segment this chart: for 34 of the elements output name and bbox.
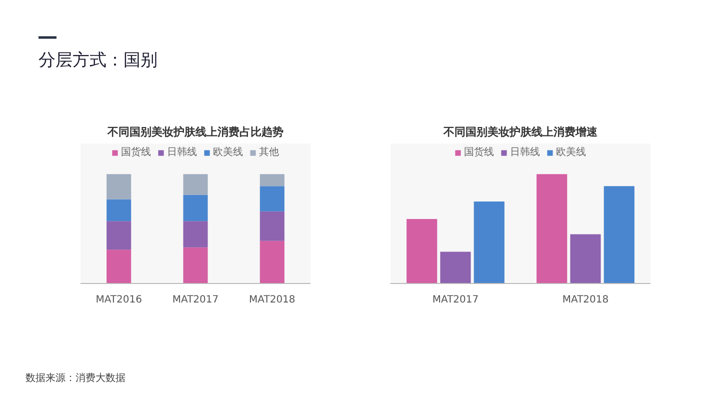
legend-label: 欧美线: [556, 146, 586, 159]
source-note: 数据来源：消费大数据: [26, 372, 126, 384]
x-tick-label: MAT2017: [172, 294, 219, 306]
bar: [183, 221, 208, 248]
legend-label: 日韩线: [167, 146, 197, 159]
legend-label: 其他: [259, 146, 279, 159]
bar: [106, 199, 132, 222]
bar: [570, 234, 601, 284]
bar: [260, 240, 284, 284]
bar: [106, 221, 132, 250]
x-tick-label: MAT2017: [432, 294, 479, 306]
bar: [260, 186, 284, 212]
bar: [536, 174, 568, 284]
chart-title: 不同国别美妆护肤线上消费增速: [442, 126, 598, 138]
text: 分层方式：国别: [38, 50, 158, 70]
bar: [474, 201, 504, 284]
bar: [106, 250, 132, 284]
x-tick-label: MAT2018: [249, 294, 296, 306]
bar: [183, 194, 208, 222]
legend-label: 欧美线: [213, 146, 243, 159]
x-tick-label: MAT2018: [562, 294, 609, 306]
legend-label: 日韩线: [510, 146, 540, 159]
chart-title: 不同国别美妆护肤线上消费占比趋势: [106, 126, 284, 138]
legend-label: 国货线: [464, 146, 494, 159]
bar: [260, 174, 284, 186]
bar: [183, 174, 208, 195]
bar: [604, 186, 634, 284]
bar: [183, 247, 208, 284]
bar: [106, 174, 132, 200]
legend-label: 国货线: [121, 146, 151, 159]
bar: [260, 211, 284, 241]
bar: [440, 252, 471, 284]
bar: [406, 218, 438, 284]
x-tick-label: MAT2016: [96, 294, 142, 306]
